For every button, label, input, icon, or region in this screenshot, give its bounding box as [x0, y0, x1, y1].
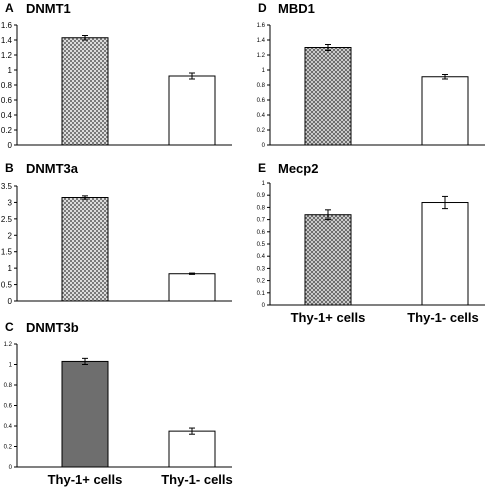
panel-letter: B: [5, 161, 14, 175]
bar: [61, 37, 109, 146]
y-tick-label: 0.1: [257, 291, 266, 297]
y-tick-label: 0: [8, 141, 13, 150]
y-tick-label: 1.2: [1, 51, 13, 60]
y-tick-label: 0: [262, 303, 266, 309]
panel-letter: A: [5, 1, 14, 15]
y-tick-label: 0.4: [1, 111, 13, 120]
y-tick-label: 2.5: [1, 215, 13, 224]
panel-title: DNMT1: [26, 1, 71, 16]
y-tick-label: 0.3: [257, 266, 266, 272]
category-label: Thy-1+ cells: [48, 472, 123, 487]
bar: [421, 76, 469, 146]
y-tick-label: 0: [9, 465, 13, 471]
bar: [168, 273, 216, 302]
y-tick-label: 0.4: [257, 254, 266, 260]
bar: [168, 430, 216, 468]
bar: [61, 360, 109, 468]
panel-title: MBD1: [278, 1, 315, 16]
category-label: Thy-1- cells: [407, 310, 479, 325]
y-tick-label: 0.4: [257, 113, 266, 119]
y-tick-label: 0.2: [1, 126, 13, 135]
panel-title: Mecp2: [278, 161, 318, 176]
y-tick-label: 3: [8, 198, 13, 207]
y-tick-label: 0.9: [257, 193, 266, 199]
y-tick-label: 1.5: [1, 248, 13, 257]
y-tick-label: 1: [8, 264, 13, 273]
panel-a: A DNMT1 0 0.2 0.4 0.6 0.8 1 1.2 1.4 1.6: [1, 1, 232, 150]
y-tick-label: 0.7: [257, 218, 266, 224]
y-tick-label: 2: [8, 231, 13, 240]
y-tick-label: 1: [8, 66, 13, 75]
y-tick-label: 0.6: [257, 98, 266, 104]
y-tick-label: 0.5: [1, 281, 13, 290]
y-tick-label: 1.2: [257, 53, 266, 59]
y-tick-label: 0.2: [257, 128, 266, 134]
y-tick-label: 0.2: [4, 445, 13, 451]
y-tick-label: 1.4: [1, 36, 13, 45]
y-tick-label: 0.5: [257, 242, 266, 248]
panel-b: B DNMT3a 0 0.5 1 1.5 2 2.5 3 3.5: [1, 161, 232, 306]
panel-letter: C: [5, 320, 14, 334]
y-tick-label: 0: [262, 143, 266, 149]
panel-d: D MBD1 0 0.2 0.4 0.6 0.8 1 1.2 1.4 1.6: [257, 1, 485, 149]
y-tick-label: 1.6: [257, 23, 266, 29]
y-tick-label: 0.4: [4, 424, 13, 430]
panel-c: C DNMT3b 0 0.2 0.4 0.6 0.8 1 1.2 Thy-1+ cells Thy-…: [4, 320, 233, 487]
bar: [61, 197, 109, 302]
panel-letter: D: [258, 1, 267, 15]
category-label: Thy-1- cells: [161, 472, 233, 487]
y-tick-label: 1.2: [4, 342, 13, 348]
y-tick-label: 0.6: [4, 404, 13, 410]
y-tick-label: 0.6: [1, 96, 13, 105]
y-tick-label: 1.6: [1, 21, 13, 30]
y-tick-label: 1: [262, 181, 266, 187]
y-tick-label: 1.4: [257, 38, 266, 44]
y-tick-label: 0.6: [257, 230, 266, 236]
panel-letter: E: [258, 161, 266, 175]
y-tick-label: 1: [262, 68, 266, 74]
y-tick-label: 0.8: [4, 383, 13, 389]
bar: [168, 75, 216, 146]
y-tick-label: 0.8: [1, 81, 13, 90]
y-tick-label: 1: [9, 363, 13, 369]
panel-e: E Mecp2 0 0.1 0.2 0.3 0.4 0.5 0.6 0.7 0.8 0.9 1 Thy-1…: [257, 161, 485, 325]
panel-title: DNMT3a: [26, 161, 79, 176]
bar: [304, 214, 352, 306]
bar: [421, 202, 469, 306]
y-tick-label: 3.5: [1, 182, 13, 191]
panel-title: DNMT3b: [26, 320, 79, 335]
y-tick-label: 0: [8, 297, 13, 306]
bar: [304, 47, 352, 146]
y-tick-label: 0.8: [257, 205, 266, 211]
y-tick-label: 0.2: [257, 279, 266, 285]
y-tick-label: 0.8: [257, 83, 266, 89]
category-label: Thy-1+ cells: [291, 310, 366, 325]
